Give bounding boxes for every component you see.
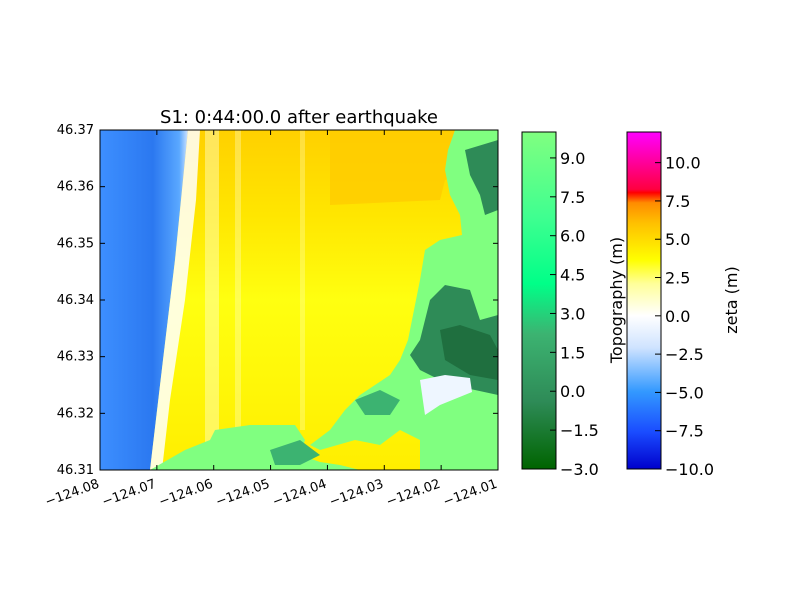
high-ground	[355, 390, 400, 415]
high-ground	[465, 140, 498, 215]
inundation-streak	[235, 130, 241, 470]
colorbar-tick-label: 6.0	[560, 227, 585, 246]
x-tick-label: −124.03	[328, 477, 386, 510]
inundation-streak	[300, 130, 305, 430]
y-tick-label: 46.34	[57, 293, 94, 308]
topography-colorbar	[521, 131, 557, 470]
y-tick-label: 46.36	[57, 180, 94, 195]
colorbar-tick-label: 2.5	[665, 269, 690, 288]
colorbar-tick-label: 3.0	[560, 304, 585, 323]
high-ground	[440, 325, 498, 380]
chart-title: S1: 0:44:00.0 after earthquake	[160, 107, 438, 128]
x-tick-label: −124.05	[214, 477, 272, 510]
colorbar-tick-label: 9.0	[560, 149, 585, 168]
y-tick-label: 46.35	[57, 236, 94, 251]
topography-colorbar-ticks: 9.0 7.5 6.0 4.5 3.0 1.5 0.0 −1.5 −3.0	[550, 149, 599, 479]
colorbar-tick-label: −2.5	[665, 345, 704, 364]
y-tick-label: 46.32	[57, 406, 94, 421]
y-tick-label: 46.33	[57, 350, 94, 365]
plot-area	[100, 130, 498, 470]
x-tick-label: −124.01	[441, 477, 499, 510]
zeta-colorbar	[626, 131, 662, 470]
colorbar-tick-label: 4.5	[560, 266, 585, 285]
colorbar-tick-label: 10.0	[665, 154, 701, 173]
zeta-colorbar-label: zeta (m)	[722, 266, 741, 333]
colorbar-tick-label: −1.5	[560, 421, 599, 440]
colorbar-tick-label: 0.0	[560, 382, 585, 401]
colorbar-tick-label: 1.5	[560, 343, 585, 362]
colorbar-tick-label: 5.0	[665, 230, 690, 249]
topography-colorbar-label: Topography (m)	[607, 237, 626, 364]
colorbar-tick-label: −5.0	[665, 383, 704, 402]
colorbar-tick-label: −7.5	[665, 422, 704, 441]
y-tick-label: 46.31	[57, 463, 94, 478]
estuary-inlet	[420, 375, 472, 415]
inundation-streak	[205, 130, 219, 470]
colorbar-tick-label: 0.0	[665, 307, 690, 326]
x-tick-label: −124.06	[157, 477, 215, 510]
x-tick-label: −124.02	[384, 477, 442, 510]
colorbar-tick-label: 7.5	[560, 188, 585, 207]
colorbar-tick-label: −3.0	[560, 460, 599, 479]
zeta-colorbar-ticks: 10.0 7.5 5.0 2.5 0.0 −2.5 −5.0 −7.5 −10.0	[655, 154, 714, 479]
ocean-region	[100, 130, 188, 470]
x-tick-label: −124.08	[43, 477, 101, 510]
x-tick-label: −124.07	[100, 477, 158, 510]
colorbar-tick-label: −10.0	[665, 460, 714, 479]
x-tick-label: −124.04	[271, 477, 329, 510]
y-tick-label: 46.37	[57, 123, 94, 138]
surf-zone	[150, 130, 200, 470]
high-ground	[270, 440, 320, 465]
colorbar-tick-label: 7.5	[665, 192, 690, 211]
